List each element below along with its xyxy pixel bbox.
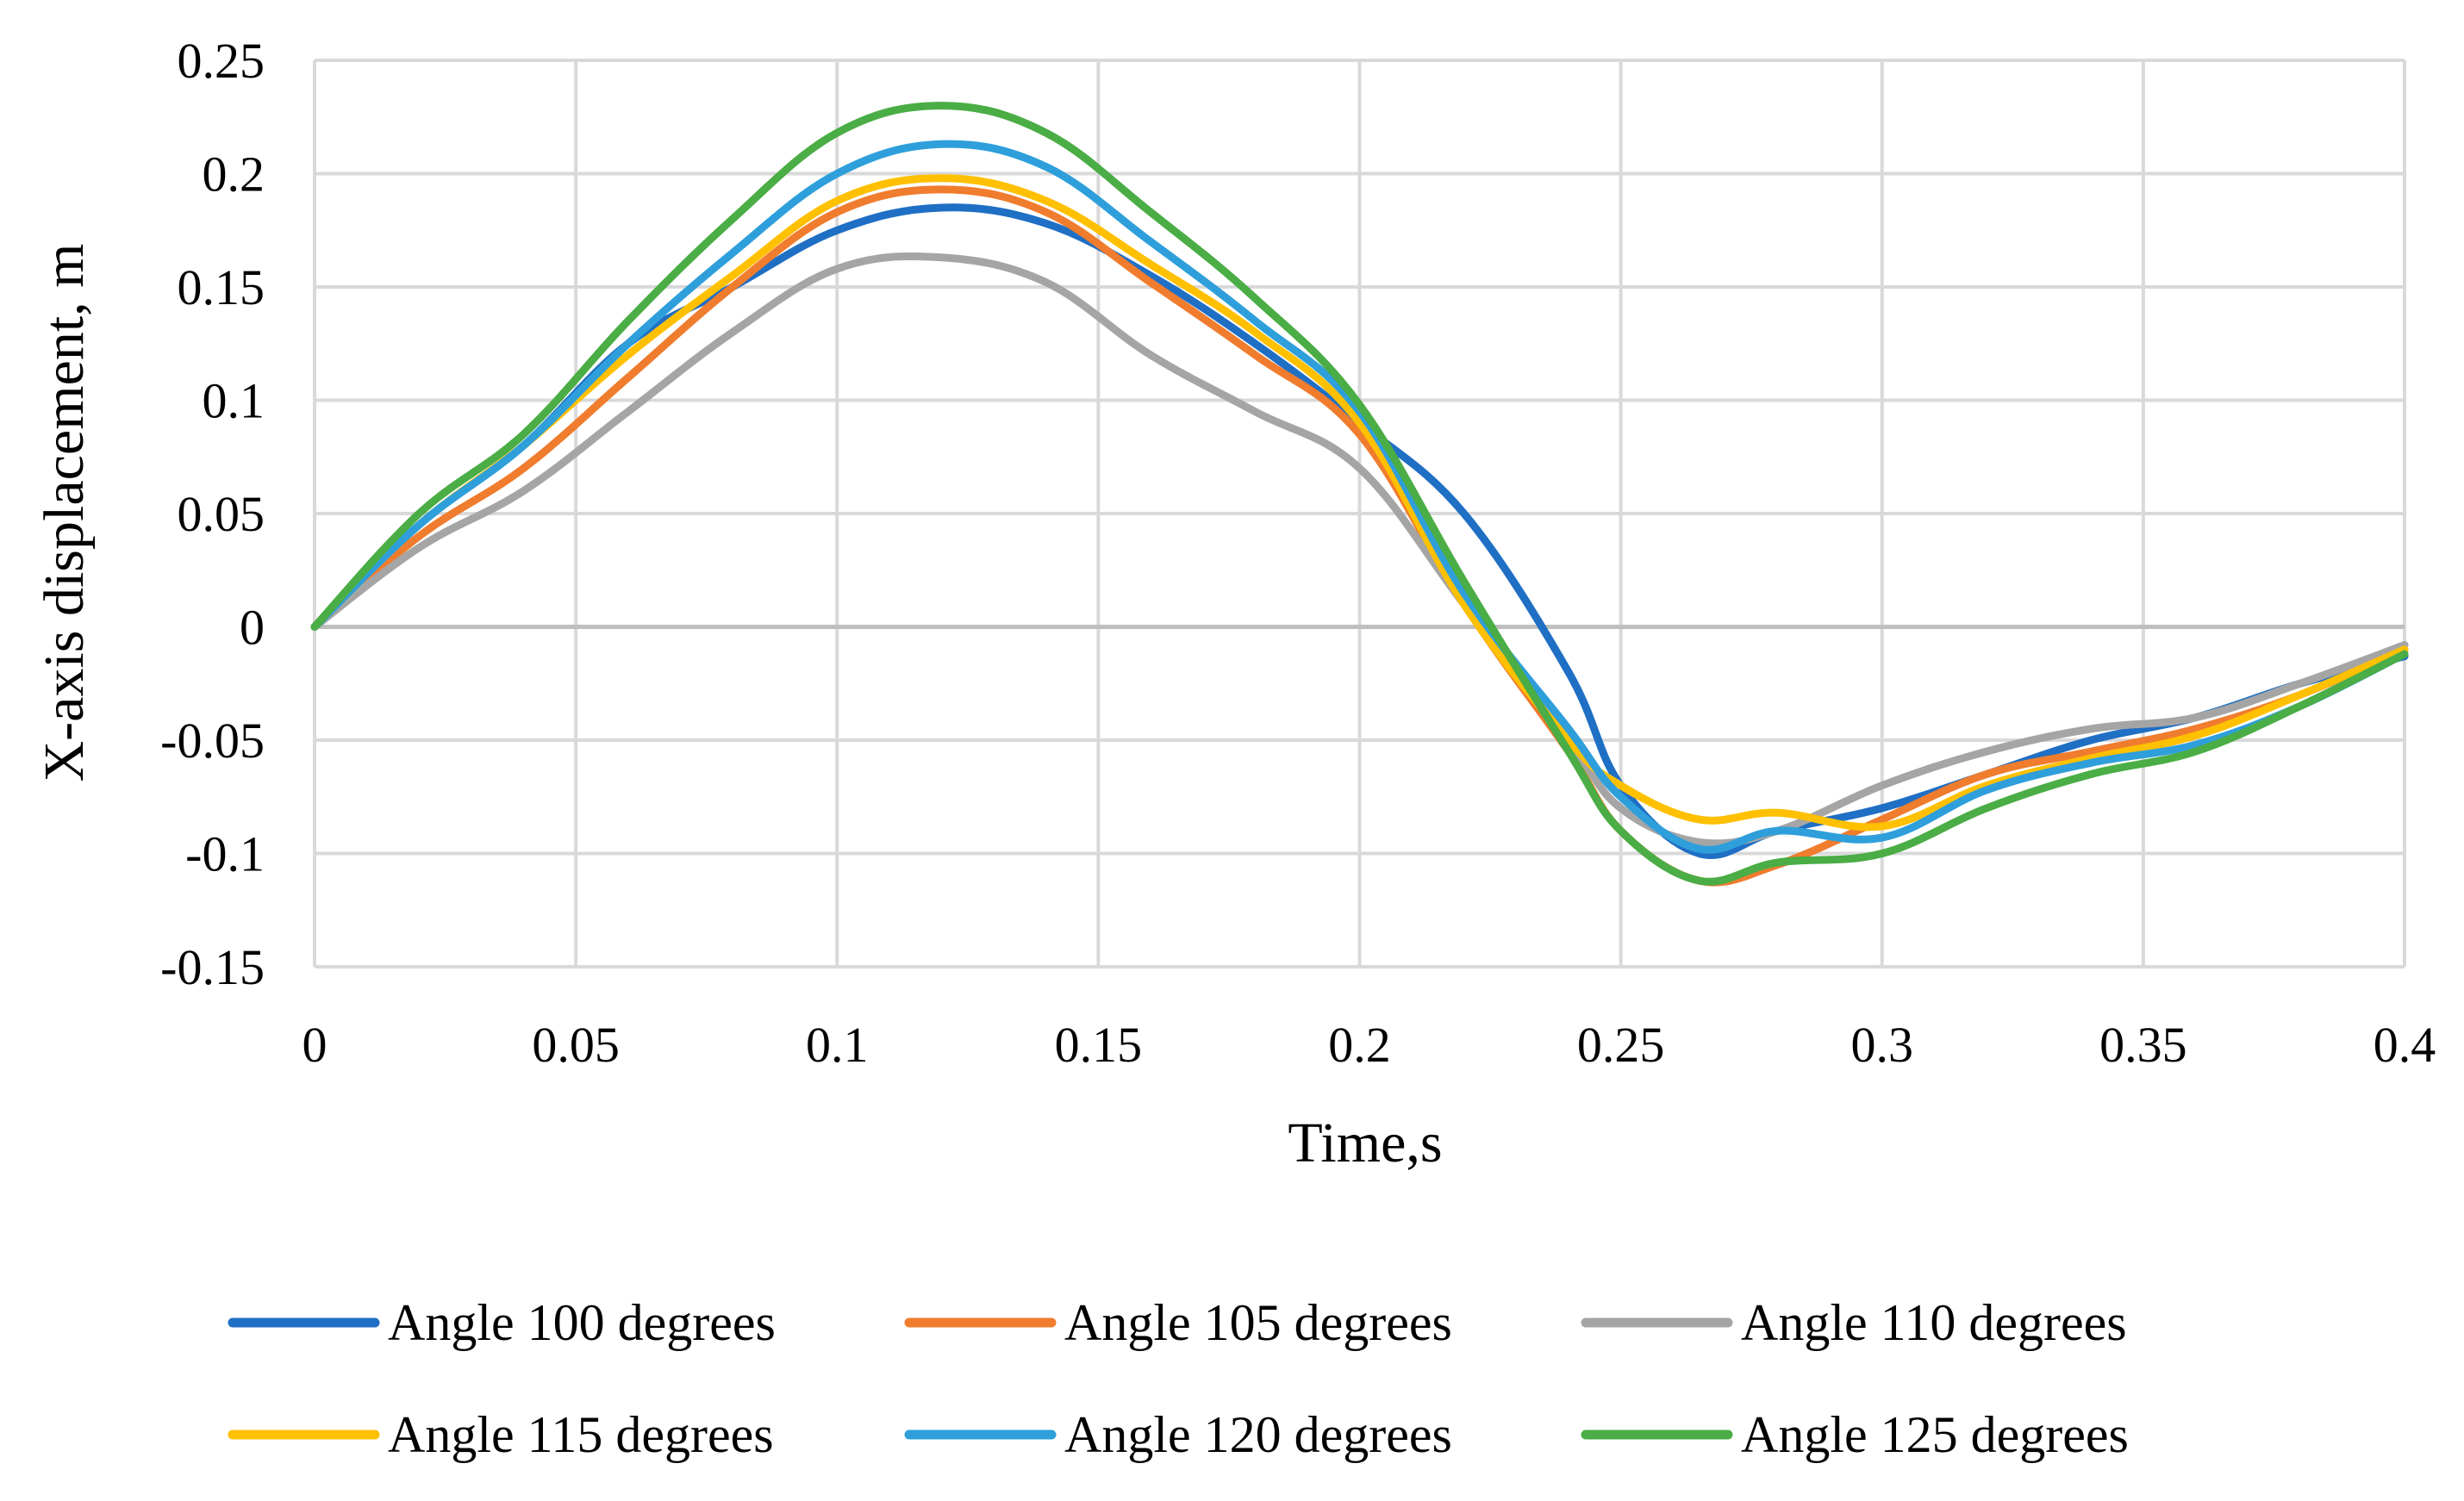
tick-labels: 0.25 0.2 0.15 0.1 0.05 0 -0.05 -0.1 -0.15 0 0.05 0.… [160, 33, 2436, 1073]
legend-label: Angle 110 degrees [1741, 1294, 2127, 1351]
y-axis-title: X-axis displacement, m [33, 243, 96, 782]
x-tick-label: 0.1 [806, 1017, 869, 1073]
legend-item-angle-110-degrees: Angle 110 degrees [1581, 1294, 2127, 1351]
y-tick-label: 0.2 [203, 146, 265, 202]
x-tick-label: 0 [303, 1017, 327, 1073]
legend-label: Angle 100 degrees [388, 1294, 776, 1351]
axes [313, 60, 2405, 967]
x-tick-label: 0.35 [2099, 1017, 2187, 1073]
series-line-angle-105-degrees [310, 185, 2409, 887]
y-tick-label: -0.05 [160, 713, 265, 769]
y-tick-label: 0.05 [178, 486, 265, 542]
series-line-angle-125-degrees [310, 102, 2409, 886]
y-tick-label: -0.1 [185, 826, 265, 882]
legend-item-angle-115-degrees: Angle 115 degrees [228, 1406, 774, 1463]
y-tick-label: -0.15 [160, 939, 265, 995]
x-tick-label: 0.3 [1851, 1017, 1914, 1073]
x-tick-label: 0.2 [1328, 1017, 1391, 1073]
y-tick-label: 0.25 [178, 33, 265, 89]
y-tick-label: 0.15 [178, 259, 265, 315]
x-tick-label: 0.4 [2374, 1017, 2436, 1073]
x-axis-title: Time,s [1288, 1112, 1442, 1174]
legend: Angle 100 degrees Angle 105 degrees Angle … [228, 1294, 2129, 1463]
legend-label: Angle 115 degrees [388, 1406, 774, 1463]
legend-item-angle-100-degrees: Angle 100 degrees [228, 1294, 776, 1351]
legend-item-angle-105-degrees: Angle 105 degrees [904, 1294, 1452, 1351]
legend-label: Angle 125 degrees [1741, 1406, 2129, 1463]
legend-item-angle-125-degrees: Angle 125 degrees [1581, 1406, 2129, 1463]
series-lines [310, 102, 2409, 887]
legend-item-angle-120-degrees: Angle 120 degrees [904, 1406, 1452, 1463]
legend-label: Angle 120 degrees [1064, 1406, 1452, 1463]
x-tick-label: 0.05 [532, 1017, 620, 1073]
gridlines [315, 59, 2406, 968]
x-tick-label: 0.15 [1055, 1017, 1143, 1073]
x-tick-label: 0.25 [1577, 1017, 1665, 1073]
y-tick-label: 0 [240, 600, 265, 656]
y-tick-label: 0.1 [203, 373, 265, 429]
series-line-angle-110-degrees [310, 252, 2409, 848]
legend-label: Angle 105 degrees [1064, 1294, 1452, 1351]
